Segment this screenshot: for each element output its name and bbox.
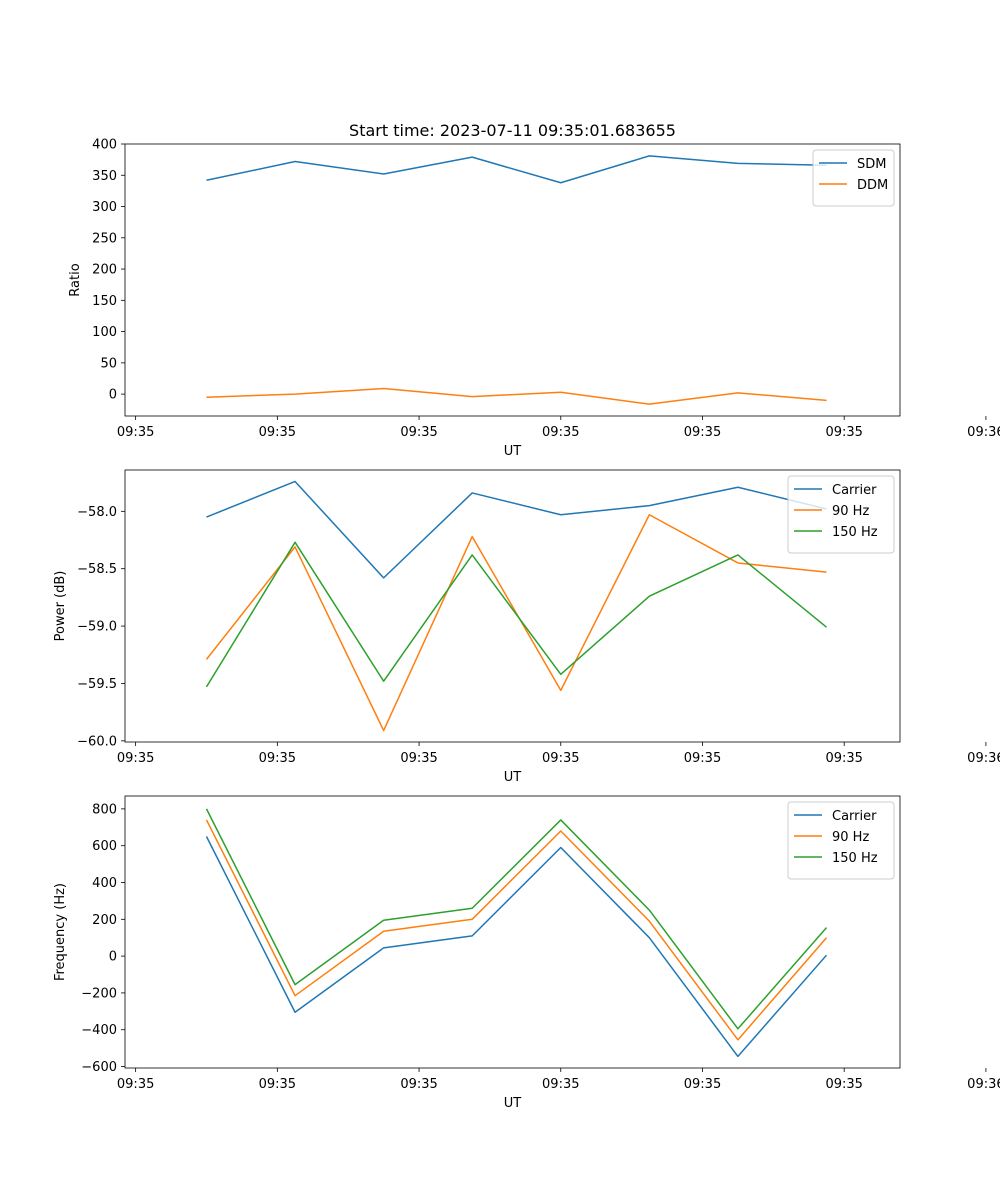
x-tick-label: 09:35 [684, 1077, 721, 1092]
x-tick-label: 09:36 [967, 1077, 1000, 1092]
x-axis-label: UT [504, 444, 522, 459]
y-tick-label: −58.0 [77, 505, 117, 520]
y-tick-label: 200 [92, 913, 117, 928]
series-line-ddm [206, 387, 827, 405]
axes-frame [124, 795, 901, 1069]
x-tick-label: 09:35 [259, 425, 296, 440]
x-tick-label: 09:35 [400, 1077, 437, 1092]
x-tick-label: 09:35 [542, 1077, 579, 1092]
x-tick-label: 09:35 [117, 751, 154, 766]
legend-entry: Carrier [832, 809, 877, 824]
y-tick-label: −600 [81, 1060, 117, 1075]
y-tick-label: 250 [92, 231, 117, 246]
x-tick-label: 09:35 [825, 425, 862, 440]
y-tick-label: −400 [81, 1023, 117, 1038]
series-line-150-hz [205, 541, 827, 688]
figure-title: Start time: 2023-07-11 09:35:01.683655 [349, 121, 676, 140]
y-tick-label: −58.5 [77, 562, 117, 577]
legend-entry: 90 Hz [832, 830, 869, 845]
x-tick-label: 09:35 [400, 425, 437, 440]
y-axis-label: Ratio [68, 263, 83, 296]
panel-power: 09:35 09:35 09:35 09:35 09:35 09:35 09:36 −60.0… [53, 469, 1000, 785]
legend: Carrier 90 Hz 150 Hz [787, 475, 895, 554]
panel-ratio: 09:35 09:35 09:35 09:35 09:35 09:35 09:36 0 50 10… [68, 138, 1000, 460]
y-tick-label: 600 [92, 839, 117, 854]
legend-entry: Carrier [832, 483, 877, 498]
legend-box [787, 475, 895, 554]
x-tick-label: 09:35 [542, 751, 579, 766]
y-tick-label: 400 [92, 876, 117, 891]
legend-box [812, 149, 895, 207]
series-line-sdm [206, 155, 827, 184]
y-axis-label: Power (dB) [53, 571, 68, 642]
y-tick-label: 0 [109, 950, 117, 965]
x-tick-label: 09:35 [117, 1077, 154, 1092]
y-tick-label: 100 [92, 325, 117, 340]
y-tick-label: 300 [92, 200, 117, 215]
x-tick-label: 09:35 [825, 1077, 862, 1092]
x-tick-label: 09:35 [259, 751, 296, 766]
x-tick-label: 09:35 [684, 425, 721, 440]
x-tick-label: 09:35 [825, 751, 862, 766]
x-tick-label: 09:35 [684, 751, 721, 766]
legend-entry: DDM [857, 178, 888, 193]
legend: SDM DDM [812, 149, 895, 207]
legend-entry: 90 Hz [832, 504, 869, 519]
y-tick-label: −200 [81, 986, 117, 1001]
y-tick-label: 350 [92, 169, 117, 184]
y-tick-label: −59.5 [77, 677, 117, 692]
legend: Carrier 90 Hz 150 Hz [787, 801, 895, 880]
series-line-carrier [205, 836, 828, 1058]
series-line-90-hz [205, 819, 828, 1041]
x-tick-label: 09:35 [259, 1077, 296, 1092]
legend-entry: SDM [857, 157, 886, 172]
y-axis-label: Frequency (Hz) [53, 883, 68, 981]
y-tick-label: 150 [92, 294, 117, 309]
y-tick-label: 50 [100, 356, 117, 371]
legend-entry: 150 Hz [832, 851, 878, 866]
axes-frame [124, 469, 901, 743]
axes-frame [124, 143, 901, 417]
panel-frequency: 09:35 09:35 09:35 09:35 09:35 09:35 09:36 −600 −… [53, 795, 1000, 1111]
x-tick-label: 09:36 [967, 751, 1000, 766]
x-tick-label: 09:35 [542, 425, 579, 440]
x-axis-label: UT [504, 770, 522, 785]
x-tick-label: 09:36 [967, 425, 1000, 440]
y-tick-label: 200 [92, 263, 117, 278]
y-tick-label: 0 [109, 388, 117, 403]
x-axis-label: UT [504, 1096, 522, 1111]
y-tick-label: −59.0 [77, 620, 117, 635]
series-line-carrier [206, 480, 827, 579]
x-tick-label: 09:35 [400, 751, 437, 766]
legend-box [787, 801, 895, 880]
x-tick-label: 09:35 [117, 425, 154, 440]
y-tick-label: 400 [92, 138, 117, 153]
y-tick-label: 800 [92, 802, 117, 817]
y-tick-label: −60.0 [77, 734, 117, 749]
series-line-150-hz [205, 808, 828, 1030]
legend-entry: 150 Hz [832, 525, 878, 540]
